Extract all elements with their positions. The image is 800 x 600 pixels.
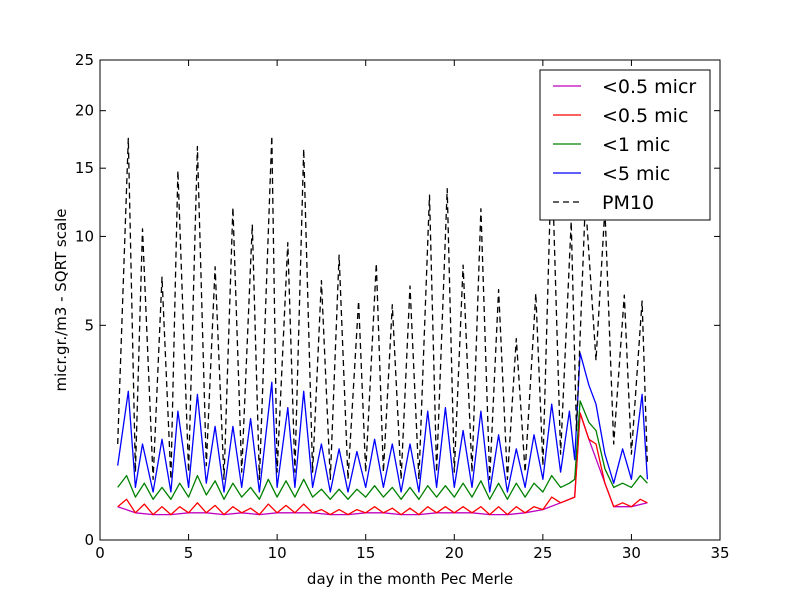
x-tick-label: 35 [710,544,729,562]
legend-label: <0.5 micr [602,76,696,98]
series-line-3 [117,352,649,493]
x-axis: 0 5 10 15 20 25 30 35 [95,60,730,562]
legend: <0.5 micr <0.5 mic <1 mic <5 mic PM10 [539,69,711,221]
x-tick-label: 25 [533,544,552,562]
y-axis: 0 5 10 15 20 25 [75,51,720,549]
legend-label: PM10 [602,192,654,214]
y-tick-label: 20 [75,102,94,120]
series-line-4 [117,135,649,480]
y-tick-label: 25 [75,51,94,69]
y-axis-label: micr.gr./m3 - SQRT scale [52,208,70,391]
plot-frame [99,59,721,541]
x-tick-label: 0 [95,544,105,562]
y-tick-label: 15 [75,159,94,177]
y-tick-label: 10 [75,227,94,245]
series-layer [117,135,649,516]
series-line-2 [117,400,648,500]
x-tick-label: 5 [184,544,194,562]
legend-label: <0.5 mic [602,105,688,127]
x-axis-label: day in the month Pec Merle [307,570,513,588]
legend-label: <5 mic [602,163,670,185]
x-tick-label: 20 [445,544,464,562]
y-tick-label: 0 [84,531,94,549]
legend-box [539,69,711,221]
series-line-1 [117,412,648,516]
x-tick-label: 10 [268,544,287,562]
y-tick-label: 5 [84,316,94,334]
legend-label: <1 mic [602,134,670,156]
x-tick-label: 30 [622,544,641,562]
x-tick-label: 15 [356,544,375,562]
